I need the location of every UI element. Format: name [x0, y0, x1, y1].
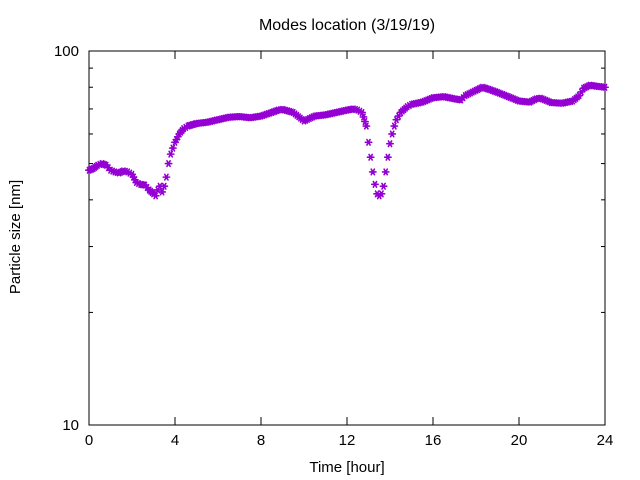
- chart-title: Modes location (3/19/19): [259, 17, 435, 34]
- y-axis-label: Particle size [nm]: [7, 180, 24, 294]
- ticks-layer: 0 4 8 12 16 20 24 10 100: [54, 43, 613, 449]
- data-point: [383, 153, 392, 161]
- x-tick-label: 16: [425, 432, 442, 449]
- data-point: [360, 117, 369, 126]
- data-point: [370, 180, 379, 188]
- data-point: [364, 138, 373, 146]
- data-point: [390, 122, 399, 130]
- x-axis-label: Time [hour]: [309, 459, 384, 476]
- data-point: [359, 113, 368, 121]
- data-point: [379, 182, 388, 190]
- x-tick-label: 20: [511, 432, 528, 449]
- data-point: [158, 188, 167, 196]
- x-tick-label: 12: [339, 432, 356, 449]
- x-tick-label: 8: [257, 432, 265, 449]
- y-tick-label: 10: [62, 417, 79, 434]
- data-points-layer: [85, 81, 609, 200]
- data-point: [164, 160, 173, 168]
- data-point: [160, 182, 169, 190]
- data-point: [381, 168, 390, 176]
- data-point: [386, 140, 394, 148]
- data-point: [601, 83, 609, 91]
- data-point: [358, 108, 367, 117]
- data-point: [168, 144, 177, 152]
- data-point: [377, 190, 386, 198]
- data-point: [362, 122, 371, 130]
- data-point: [366, 153, 375, 161]
- data-point: [162, 173, 171, 181]
- x-tick-label: 0: [85, 432, 93, 449]
- data-point: [388, 130, 397, 138]
- x-tick-label: 4: [171, 432, 179, 449]
- data-point: [166, 150, 175, 158]
- data-point: [368, 168, 377, 176]
- y-tick-label: 100: [54, 43, 79, 60]
- x-tick-label: 24: [597, 432, 614, 449]
- data-point: [151, 192, 160, 200]
